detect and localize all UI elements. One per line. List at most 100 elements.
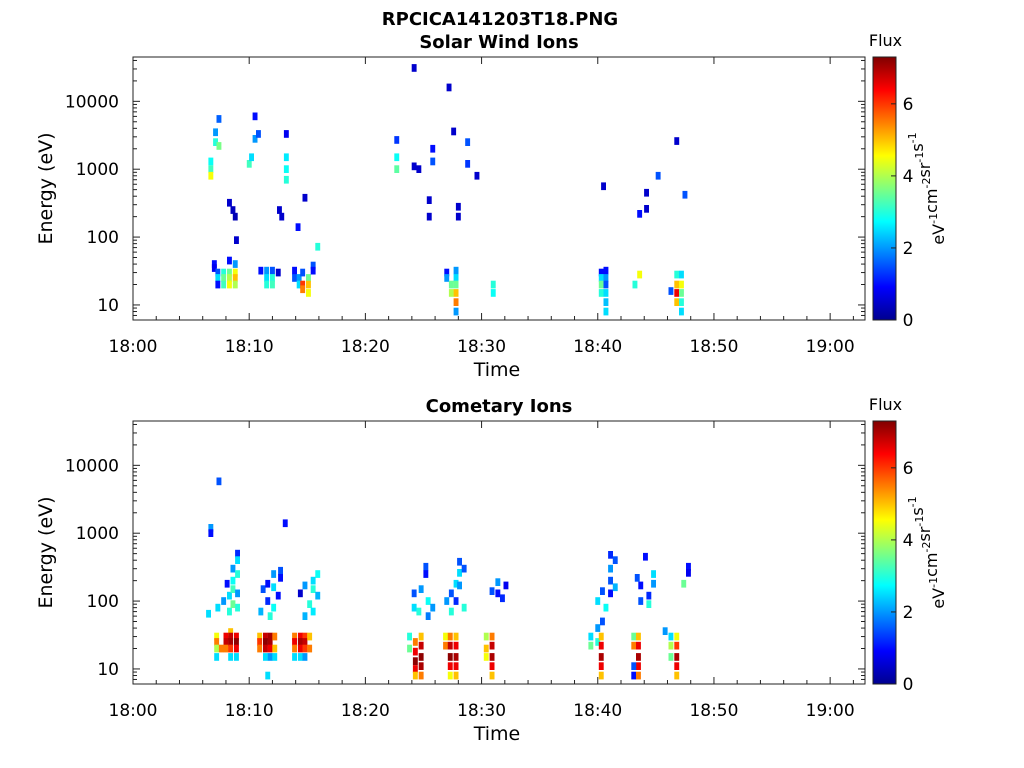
heatmap-cell: [235, 603, 240, 612]
heatmap-cell: [267, 644, 273, 653]
heatmap-cell: [603, 280, 609, 289]
heatmap-cell: [215, 603, 221, 612]
heatmap-cell: [228, 653, 234, 661]
heatmap-cell: [418, 585, 424, 593]
unit-base: eV: [929, 224, 948, 245]
heatmap-cell: [651, 579, 656, 588]
heatmap-cell: [234, 236, 239, 244]
heatmap-cell: [411, 162, 417, 171]
heatmap-cell: [418, 671, 424, 680]
heatmap-cell: [267, 612, 273, 620]
heatmap-cell: [651, 570, 656, 578]
heatmap-cell: [271, 583, 277, 592]
heatmap-cell: [453, 289, 459, 297]
heatmap-cell: [674, 671, 680, 680]
heatmap-cell: [228, 628, 234, 636]
heatmap-cell: [216, 477, 222, 486]
heatmap-cell: [271, 603, 277, 612]
heatmap-cell: [208, 171, 214, 180]
heatmap-cell: [632, 280, 638, 289]
heatmap-cell: [310, 607, 316, 616]
heatmap-cell: [637, 210, 643, 218]
heatmap-cell: [249, 153, 254, 162]
unit-exponent: -2: [920, 178, 933, 189]
heatmap-cell: [457, 569, 462, 577]
heatmap-cell: [490, 289, 496, 297]
heatmap-cell: [270, 266, 275, 275]
heatmap-cell: [453, 662, 459, 670]
heatmap-cell: [674, 653, 680, 661]
x-tick-label: 18:40: [573, 701, 622, 721]
heatmap-cell: [674, 632, 680, 641]
heatmap-cell: [272, 632, 278, 641]
heatmap-cell: [411, 64, 417, 72]
heatmap-cell: [302, 632, 308, 641]
heatmap-cell: [282, 519, 288, 528]
heatmap-cell: [297, 632, 303, 641]
x-tick-label: 18:00: [109, 337, 158, 357]
heatmap-cell: [444, 268, 450, 277]
heatmap-cell: [230, 576, 236, 585]
heatmap-cell: [258, 607, 264, 616]
heatmap-cell: [292, 653, 297, 661]
unit-exponent: -2: [920, 542, 933, 553]
unit-exponent: -1: [906, 496, 919, 507]
heatmap-cell: [603, 274, 609, 282]
heatmap-cell: [215, 274, 221, 282]
heatmap-cell: [302, 638, 308, 646]
heatmap-cell: [465, 160, 471, 168]
heatmap-cell: [267, 632, 273, 641]
colorbar-tick-label: 2: [903, 239, 914, 259]
heatmap-cell: [631, 632, 637, 641]
heatmap-cell: [234, 632, 239, 641]
heatmap-cell: [631, 641, 637, 650]
heatmap-cell: [315, 570, 321, 578]
x-tick-label: 18:00: [109, 701, 158, 721]
heatmap-cell: [612, 556, 618, 564]
heatmap-cell: [495, 578, 501, 586]
heatmap-cell: [603, 603, 609, 612]
heatmap-cell: [426, 212, 432, 221]
heatmap-cell: [637, 270, 643, 279]
heatmap-cell: [447, 671, 453, 680]
heatmap-cell: [457, 557, 462, 566]
unit-base: s: [908, 143, 927, 151]
heatmap-cell: [495, 589, 501, 598]
heatmap-cell: [643, 552, 648, 561]
unit-base: cm: [922, 189, 941, 213]
heatmap-cell: [430, 144, 436, 153]
heatmap-cell: [446, 83, 452, 92]
heatmap-cell: [227, 607, 232, 616]
y-axis-label: Energy (eV): [35, 496, 57, 608]
heatmap-cell: [296, 280, 302, 289]
heatmap-cell: [263, 644, 268, 653]
heatmap-cell: [447, 641, 453, 650]
heatmap-cell: [598, 671, 604, 680]
heatmap-cell: [307, 632, 313, 641]
heatmap-cell: [674, 641, 680, 650]
heatmap-cell: [234, 638, 239, 646]
x-tick-label: 18:50: [689, 337, 738, 357]
heatmap-cell: [228, 638, 234, 646]
heatmap-cell: [300, 285, 306, 294]
y-tick-label: 10000: [65, 456, 119, 476]
heatmap-cell: [214, 638, 220, 646]
heatmap-cell: [448, 289, 454, 297]
heatmap-cell: [636, 641, 641, 650]
heatmap-cell: [221, 597, 227, 605]
heatmap-cell: [258, 266, 264, 275]
heatmap-cell: [453, 632, 459, 641]
colorbar-tick-label: 2: [903, 603, 914, 623]
colorbar-tick-label: 4: [903, 167, 914, 187]
heatmap-cell: [674, 280, 680, 289]
panel-title: Solar Wind Ions: [419, 32, 578, 53]
heatmap-cell: [448, 280, 454, 289]
heatmap-cell: [208, 524, 214, 532]
heatmap-cell: [279, 212, 285, 221]
y-tick-label: 100: [87, 592, 119, 612]
heatmap-cell: [430, 157, 436, 166]
heatmap-cell: [292, 632, 297, 641]
plot-area: [132, 56, 866, 321]
heatmap-cell: [300, 268, 306, 277]
heatmap-cell: [451, 127, 457, 136]
